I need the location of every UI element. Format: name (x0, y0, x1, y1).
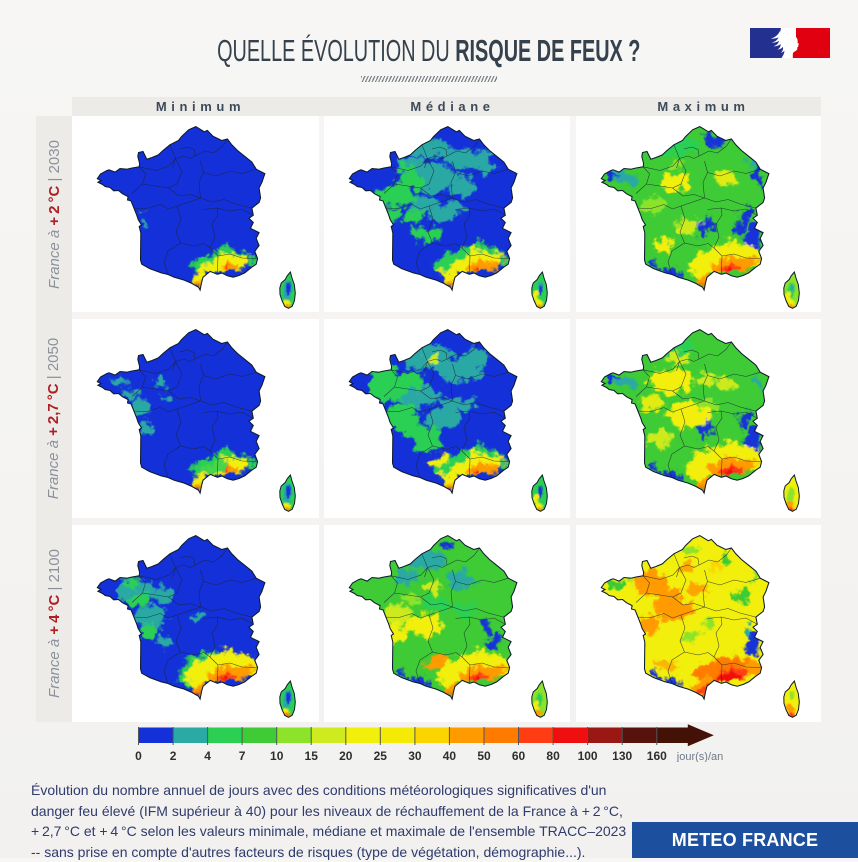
svg-text:0: 0 (135, 749, 142, 762)
svg-text:10: 10 (270, 749, 284, 762)
svg-text:4: 4 (204, 749, 211, 762)
svg-text:25: 25 (374, 749, 388, 762)
svg-text:100: 100 (578, 749, 598, 762)
svg-text:7: 7 (239, 749, 246, 762)
svg-text:160: 160 (647, 749, 667, 762)
svg-text:50: 50 (477, 749, 491, 762)
svg-text:2: 2 (170, 749, 177, 762)
svg-text:jour(s)/an: jour(s)/an (676, 751, 723, 762)
svg-text:15: 15 (305, 749, 319, 762)
svg-text:130: 130 (612, 749, 632, 762)
svg-text:40: 40 (443, 749, 457, 762)
svg-text:60: 60 (512, 749, 526, 762)
svg-text:80: 80 (546, 749, 560, 762)
svg-text:20: 20 (339, 749, 353, 762)
svg-text:30: 30 (408, 749, 422, 762)
